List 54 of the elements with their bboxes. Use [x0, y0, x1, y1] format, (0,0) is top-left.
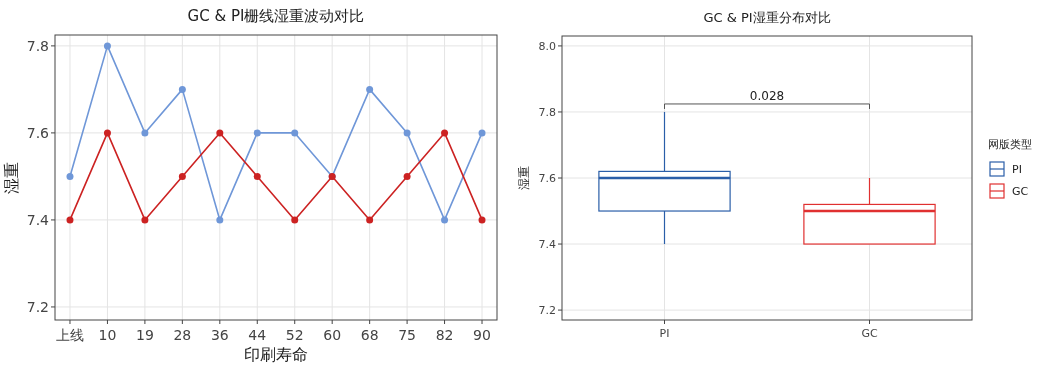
point — [366, 216, 374, 224]
y-tick-label: 7.8 — [538, 105, 556, 119]
point — [478, 216, 486, 224]
point — [103, 42, 111, 50]
point — [141, 216, 149, 224]
y-axis-title: 湿重 — [2, 161, 21, 194]
point — [441, 216, 449, 224]
y-tick-label: 7.4 — [26, 211, 50, 228]
annotation: 0.028 — [749, 88, 785, 103]
legend-label: GC — [1012, 185, 1029, 198]
y-tick-label: 7.4 — [538, 237, 556, 251]
point — [216, 216, 224, 224]
chart-title: GC & PI湿重分布对比 — [703, 10, 831, 25]
legend-title: 网版类型 — [988, 138, 1032, 151]
x-tick-label: 10 — [98, 327, 117, 343]
point — [291, 216, 299, 224]
y-tick-label: 7.2 — [538, 303, 556, 317]
point — [66, 172, 74, 180]
point — [66, 216, 74, 224]
x-tick-label: 36 — [210, 327, 229, 343]
x-axis-title: 印刷寿命 — [244, 345, 308, 364]
point — [291, 129, 299, 137]
point — [403, 172, 411, 180]
y-axis-title: 湿重 — [517, 166, 531, 190]
chart-title: GC & PI栅线湿重波动对比 — [187, 7, 365, 25]
x-tick-label: 44 — [248, 327, 267, 343]
y-tick-label: 7.8 — [26, 37, 49, 54]
x-tick-label: 90 — [473, 327, 491, 343]
point — [253, 172, 261, 180]
x-tick-label: 19 — [135, 327, 154, 343]
point — [178, 172, 186, 180]
x-tick-label: 28 — [173, 327, 192, 343]
point — [103, 129, 111, 137]
point — [216, 129, 224, 137]
y-tick-label: 7.6 — [26, 124, 50, 141]
x-tick-label: GC — [861, 327, 878, 340]
x-tick-label: 60 — [323, 327, 342, 343]
y-tick-label: 7.6 — [538, 171, 556, 185]
x-tick-label: 上线 — [55, 327, 84, 343]
point — [141, 129, 149, 137]
point — [403, 129, 411, 137]
y-tick-label: 8.0 — [538, 39, 556, 53]
point — [478, 129, 486, 137]
x-tick-label: 82 — [435, 327, 454, 343]
legend-label: PI — [1012, 163, 1022, 176]
x-tick-label: 68 — [360, 327, 379, 343]
x-tick-label: PI — [659, 327, 670, 340]
point — [366, 85, 374, 93]
y-tick-label: 7.2 — [26, 298, 49, 315]
point — [253, 129, 261, 137]
x-tick-label: 75 — [398, 327, 417, 343]
point — [441, 129, 449, 137]
point — [178, 85, 186, 93]
x-tick-label: 52 — [285, 327, 304, 343]
